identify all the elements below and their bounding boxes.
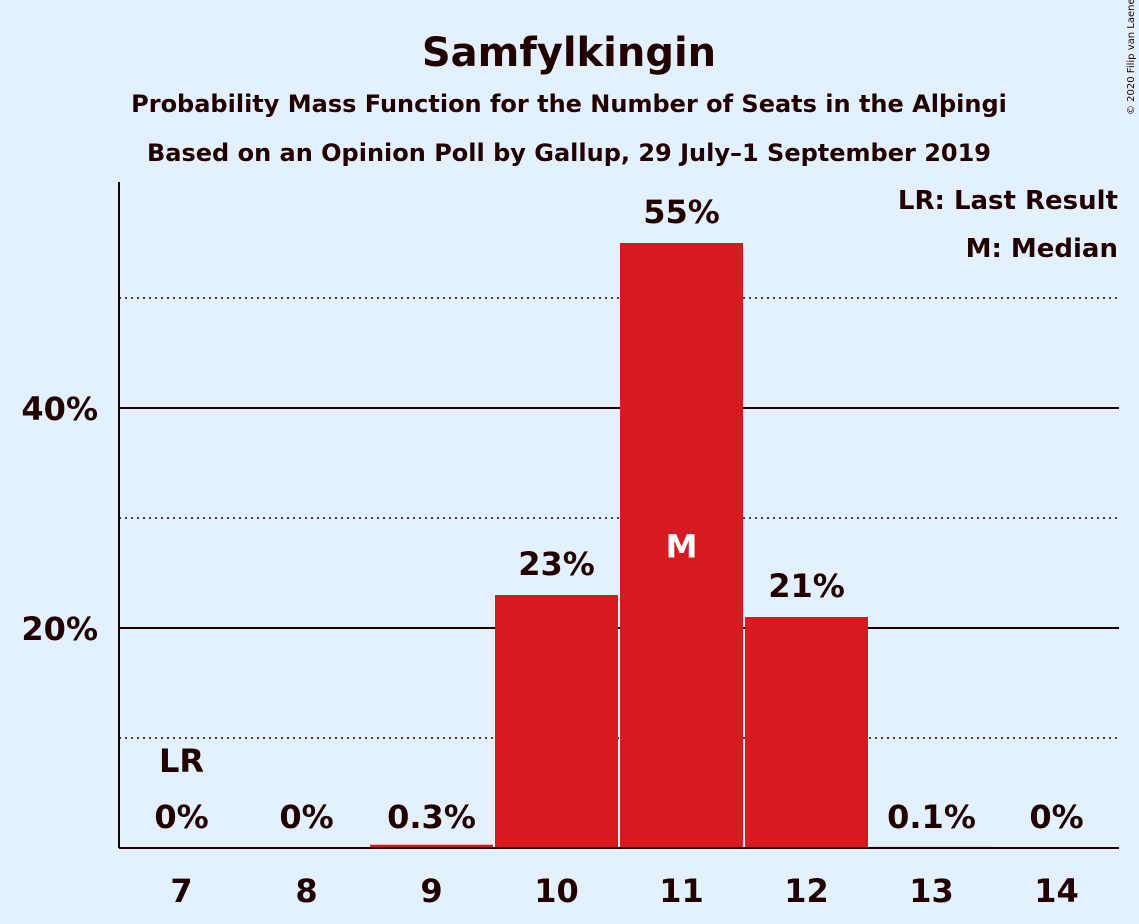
x-tick-label: 7 [170, 872, 192, 910]
value-label: 0% [1029, 798, 1083, 836]
chart-subtitle: Probability Mass Function for the Number… [131, 90, 1007, 118]
median-marker: M [666, 528, 698, 566]
last-result-marker: LR [159, 742, 204, 780]
x-tick-label: 13 [909, 872, 954, 910]
legend-last-result: LR: Last Result [898, 186, 1118, 216]
legend-median: M: Median [966, 234, 1118, 264]
x-tick-label: 14 [1034, 872, 1079, 910]
value-label: 55% [643, 193, 720, 231]
x-tick-label: 8 [295, 872, 317, 910]
x-tick-label: 10 [534, 872, 579, 910]
bar-11 [620, 243, 743, 848]
chart-subtitle-2: Based on an Opinion Poll by Gallup, 29 J… [147, 139, 991, 167]
bar-12 [745, 617, 868, 848]
y-tick-label: 40% [21, 390, 98, 428]
bar-9 [370, 844, 493, 848]
x-tick-label: 9 [420, 872, 442, 910]
value-label: 0% [154, 798, 208, 836]
label-layer: 7 0% LR 8 0% 9 0.3% 10 23% 11 55% M 12 21% 13 0.1% 14 0% [154, 193, 1083, 910]
value-label: 21% [768, 567, 845, 605]
bar-layer [370, 243, 993, 848]
value-label: 23% [518, 545, 595, 583]
grid-layer: 20% 40% [21, 297, 1119, 739]
value-label: 0% [279, 798, 333, 836]
y-tick-label: 20% [21, 610, 98, 648]
x-tick-label: 12 [784, 872, 829, 910]
x-tick-label: 11 [659, 872, 704, 910]
value-label: 0.1% [887, 798, 976, 836]
copyright-note: © 2020 Filip van Laenen [1126, 0, 1137, 115]
value-label: 0.3% [387, 798, 476, 836]
chart-title: Samfylkingin [422, 30, 716, 76]
bar-10 [495, 595, 618, 848]
